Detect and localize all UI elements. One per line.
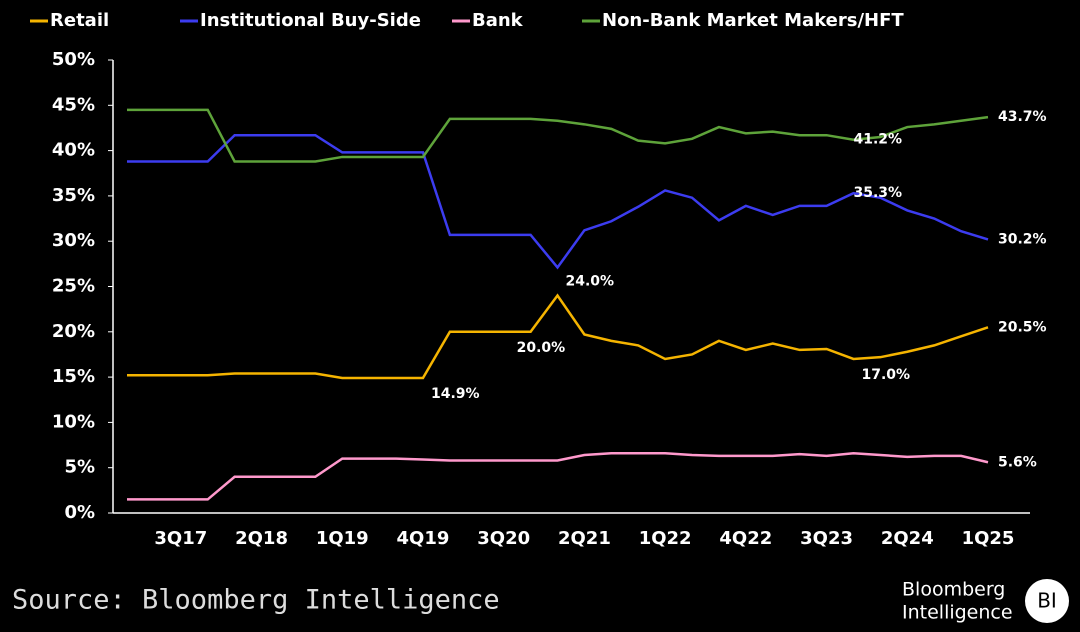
logo-badge: BI [1037, 589, 1057, 613]
x-tick-label: 1Q19 [316, 528, 369, 549]
y-tick-label: 25% [52, 276, 95, 297]
data-label: 14.9% [431, 386, 480, 402]
legend-label: Non-Bank Market Makers/HFT [602, 10, 904, 31]
logo-line: Bloomberg [902, 579, 1005, 601]
x-tick-label: 4Q22 [719, 528, 772, 549]
series-line [127, 293, 989, 380]
legend-label: Bank [472, 10, 524, 31]
x-tick-label: 3Q17 [154, 528, 207, 549]
x-tick-label: 1Q25 [962, 528, 1015, 549]
y-tick-label: 35% [52, 185, 95, 206]
y-tick-label: 30% [52, 230, 95, 251]
x-tick-label: 1Q22 [639, 528, 692, 549]
y-tick-label: 0% [64, 502, 95, 523]
x-tick-label: 3Q20 [477, 528, 530, 549]
logo-line: Intelligence [902, 602, 1013, 624]
legend-label: Institutional Buy-Side [200, 10, 421, 31]
data-label: 17.0% [861, 367, 910, 383]
x-tick-label: 3Q23 [800, 528, 853, 549]
source: Source: Bloomberg Intelligence [12, 585, 500, 616]
data-label: 35.3% [853, 185, 902, 201]
y-tick-label: 10% [52, 411, 95, 432]
y-tick-label: 45% [52, 94, 95, 115]
y-tick-label: 5% [64, 457, 95, 478]
data-label: 20.5% [998, 319, 1047, 335]
series-line [127, 108, 989, 163]
y-tick-label: 50% [52, 49, 95, 70]
data-label: 5.6% [998, 454, 1037, 470]
data-label: 24.0% [566, 274, 615, 290]
data-label: 20.0% [517, 340, 566, 356]
y-tick-label: 20% [52, 321, 95, 342]
data-label: 30.2% [998, 231, 1047, 247]
series-line [127, 133, 989, 270]
data-label: 41.2% [853, 132, 902, 148]
logo-badge-bg [1025, 579, 1069, 623]
x-tick-label: 2Q24 [881, 528, 934, 549]
x-tick-label: 2Q18 [235, 528, 288, 549]
data-label: 43.7% [998, 109, 1047, 125]
y-tick-label: 40% [52, 140, 95, 161]
legend-label: Retail [50, 10, 109, 31]
y-tick-label: 15% [52, 366, 95, 387]
series-line [127, 451, 989, 501]
x-tick-label: 4Q19 [397, 528, 450, 549]
x-tick-label: 2Q21 [558, 528, 611, 549]
